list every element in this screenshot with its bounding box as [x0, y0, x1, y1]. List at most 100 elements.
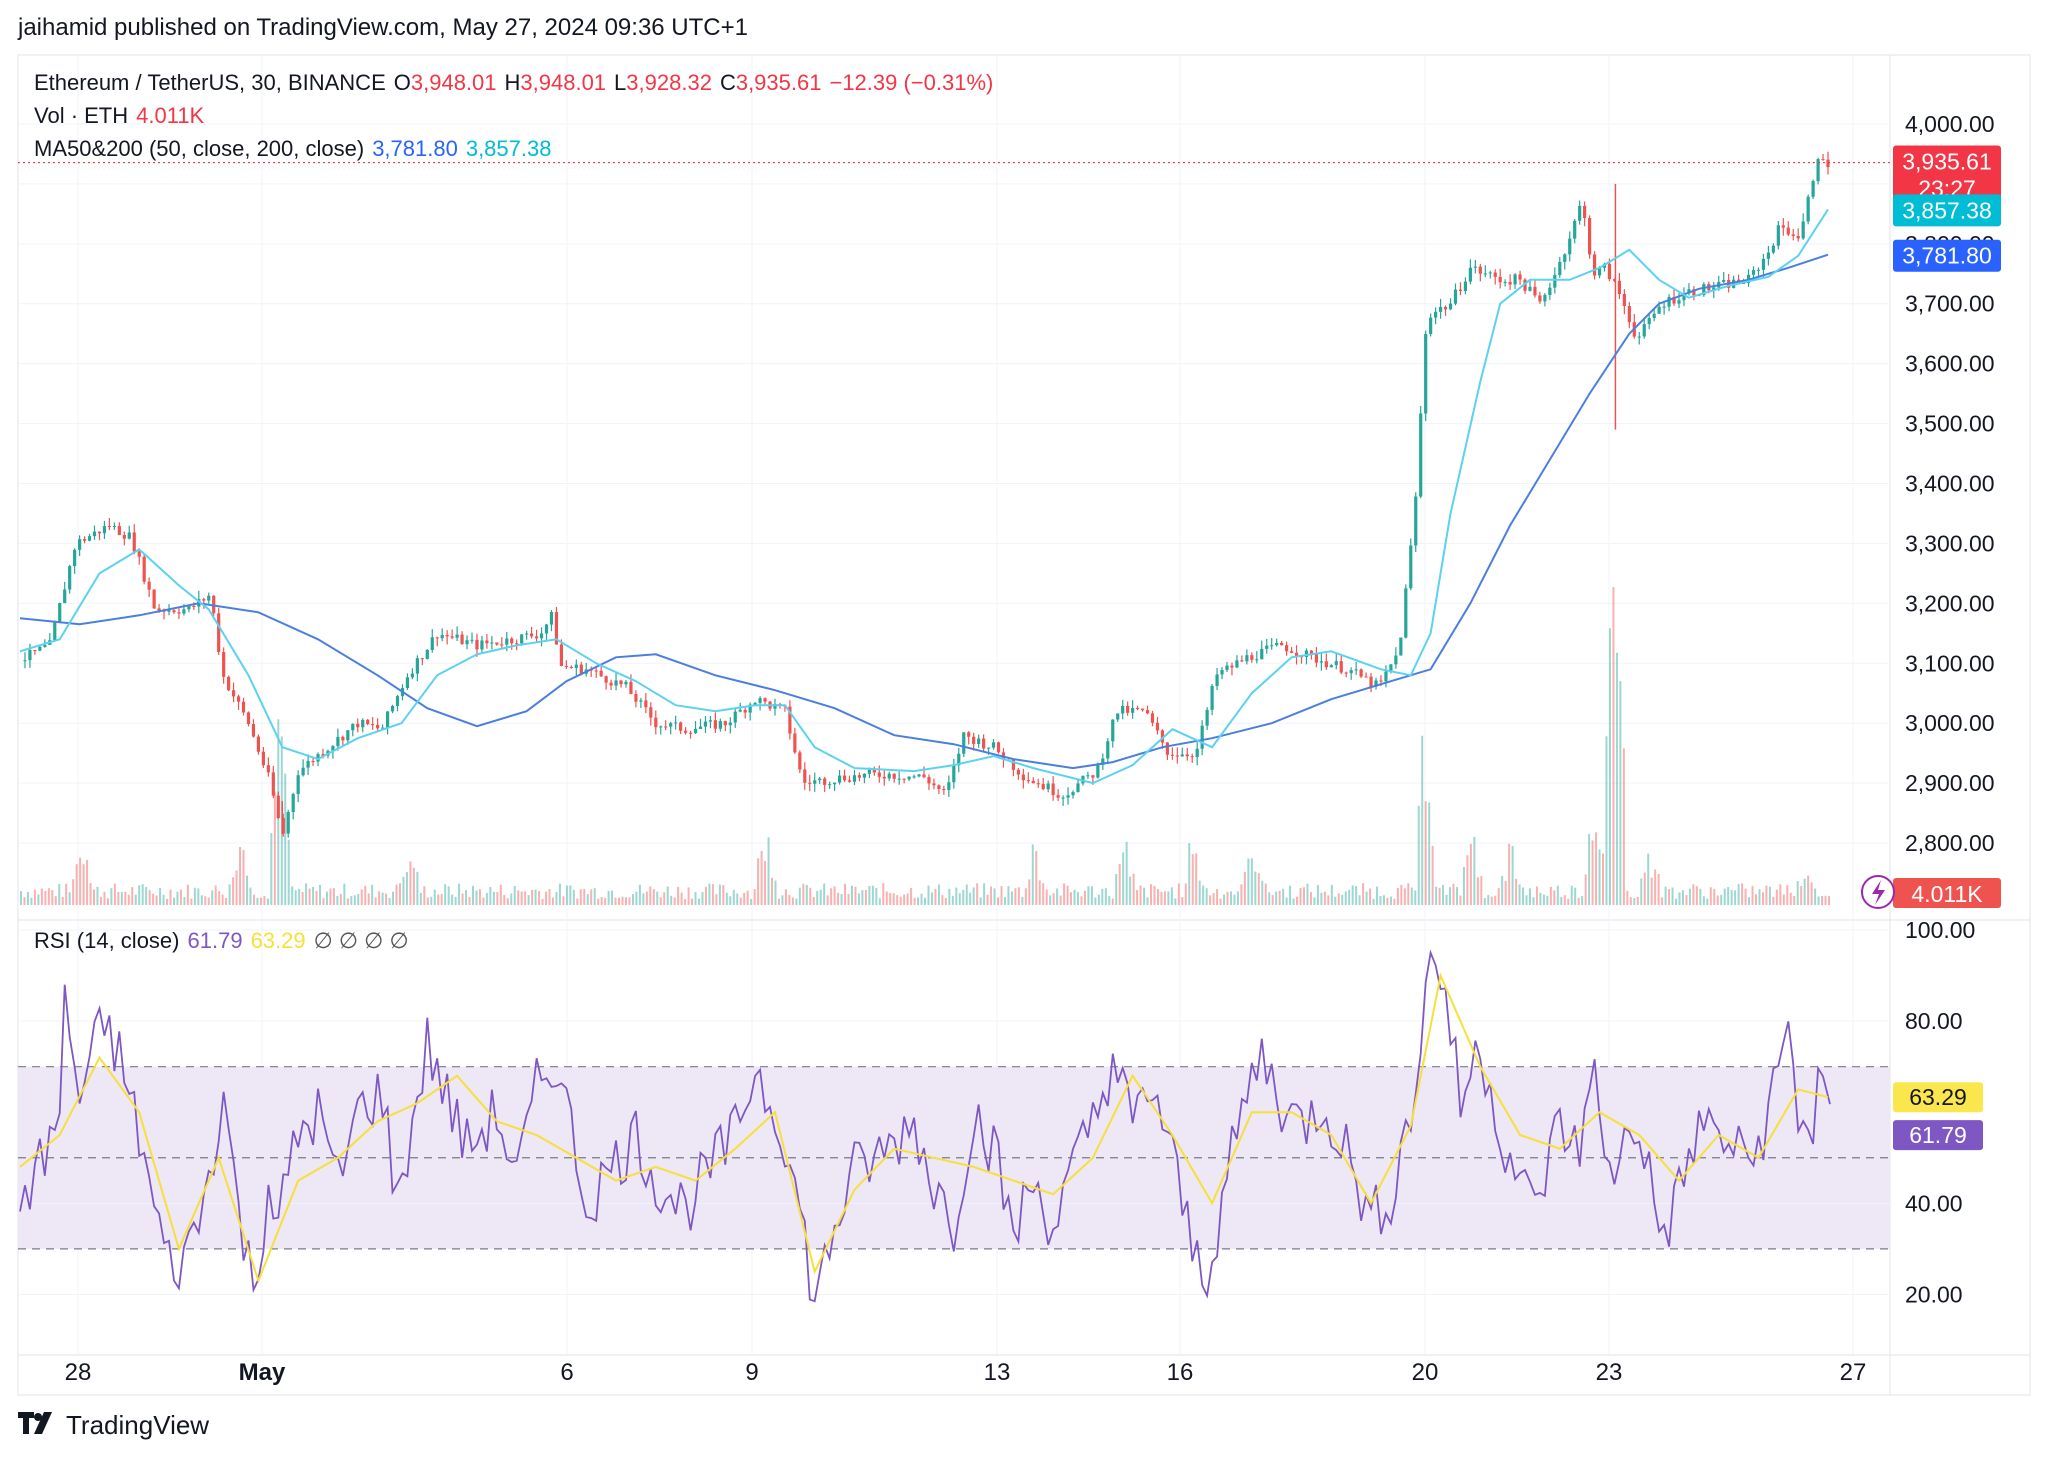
volume-bar	[1751, 885, 1754, 905]
volume-bar	[1445, 894, 1448, 905]
volume-bar	[1170, 887, 1173, 905]
candle-body	[286, 812, 290, 834]
volume-bar	[1560, 896, 1563, 905]
volume-bar	[207, 897, 210, 905]
volume-bar	[965, 884, 968, 905]
y-tick-label: 3,200.00	[1905, 590, 1995, 616]
candle-body	[1583, 205, 1587, 219]
candle-body	[132, 532, 136, 552]
volume-bar	[492, 891, 495, 905]
candle-body	[1533, 286, 1537, 296]
candle-body	[380, 727, 385, 729]
candle-body	[982, 738, 986, 749]
candle-body	[852, 775, 857, 782]
candle-body	[1781, 225, 1785, 228]
ma50-value: 3,781.80	[372, 136, 458, 161]
candle-body	[1657, 306, 1661, 314]
x-tick-label: 9	[745, 1359, 758, 1386]
symbol-title[interactable]: Ethereum / TetherUS, 30, BINANCE	[34, 70, 386, 95]
rsi-label[interactable]: RSI (14, close)	[34, 928, 180, 953]
candle-body	[420, 658, 424, 660]
volume-bar	[920, 893, 923, 905]
y-tick-label: 3,500.00	[1905, 411, 1995, 437]
volume-bar	[1518, 884, 1521, 905]
volume-bar	[1546, 895, 1549, 905]
candle-body	[674, 722, 678, 724]
volume-bar	[1195, 853, 1198, 905]
volume-bar	[1351, 885, 1354, 905]
candle-body	[142, 556, 146, 582]
volume-bar	[1622, 748, 1625, 905]
volume-bar	[1292, 898, 1295, 905]
candle-body	[1334, 661, 1338, 666]
candle-body	[1289, 651, 1294, 653]
candle-body	[1592, 254, 1597, 276]
volume-bar	[190, 898, 193, 905]
candle-body	[1200, 725, 1204, 749]
volume-bar	[485, 892, 488, 905]
candle-body	[92, 531, 97, 537]
volume-bar	[1309, 892, 1312, 905]
volume-bar	[336, 895, 339, 905]
volume-label[interactable]: Vol · ETH	[34, 103, 129, 128]
candle-body	[1791, 234, 1795, 236]
candle-body	[107, 526, 112, 528]
candle-body	[1359, 669, 1363, 677]
volume-bar	[465, 890, 468, 905]
volume-bar	[159, 888, 162, 905]
price-legend: Ethereum / TetherUS, 30, BINANCE O3,948.…	[34, 70, 993, 96]
volume-bar	[1633, 898, 1636, 905]
candle-body	[1463, 281, 1468, 292]
candle-body	[1101, 758, 1105, 765]
volume-bar	[1299, 887, 1302, 905]
candle-body	[385, 711, 390, 728]
candle-body	[361, 719, 365, 728]
candle-body	[1374, 680, 1378, 687]
volume-bar	[1306, 883, 1309, 905]
candle-body	[897, 778, 901, 780]
volume-bar	[1407, 883, 1410, 905]
volume-bar	[944, 897, 947, 905]
ma-label[interactable]: MA50&200 (50, close, 200, close)	[34, 136, 365, 161]
volume-bar	[169, 889, 172, 905]
volume-value: 4.011K	[136, 103, 205, 128]
volume-bar	[1598, 849, 1601, 905]
candle-body	[1145, 710, 1150, 714]
volume-bar	[614, 897, 617, 905]
volume-bar	[1021, 896, 1024, 905]
volume-bar	[145, 887, 148, 905]
volume-bar	[1435, 886, 1438, 905]
y-tick-label: 3,700.00	[1905, 291, 1995, 317]
volume-bar	[993, 888, 996, 905]
tradingview-logo[interactable]: TradingView	[18, 1410, 209, 1441]
candle-body	[629, 681, 633, 695]
volume-bar	[322, 898, 325, 905]
volume-bar	[541, 898, 544, 905]
candle-body	[1225, 665, 1229, 670]
volume-bar	[437, 894, 440, 905]
volume-bar	[1469, 843, 1472, 905]
volume-bar	[1254, 871, 1257, 905]
volume-bar	[930, 892, 933, 905]
candle-body	[1771, 245, 1775, 253]
candle-body	[1741, 282, 1746, 284]
volume-bar	[1807, 875, 1810, 905]
volume-bar	[305, 883, 308, 905]
candle-body	[346, 730, 350, 741]
candle-body	[1190, 756, 1194, 758]
y-tick-label: 4,000.00	[1905, 111, 1995, 137]
candle-body	[82, 539, 87, 541]
volume-bar	[579, 889, 582, 905]
volume-bar	[1650, 877, 1653, 905]
candle-body	[773, 704, 777, 709]
candle-body	[1811, 181, 1815, 197]
volume-bar	[1789, 892, 1792, 905]
candle-body	[395, 696, 400, 706]
candle-body	[1404, 588, 1408, 638]
volume-bar	[367, 893, 370, 905]
volume-bar	[823, 883, 826, 905]
candle-body	[187, 606, 191, 610]
candle-body	[1622, 294, 1626, 306]
candle-body	[1309, 650, 1314, 655]
